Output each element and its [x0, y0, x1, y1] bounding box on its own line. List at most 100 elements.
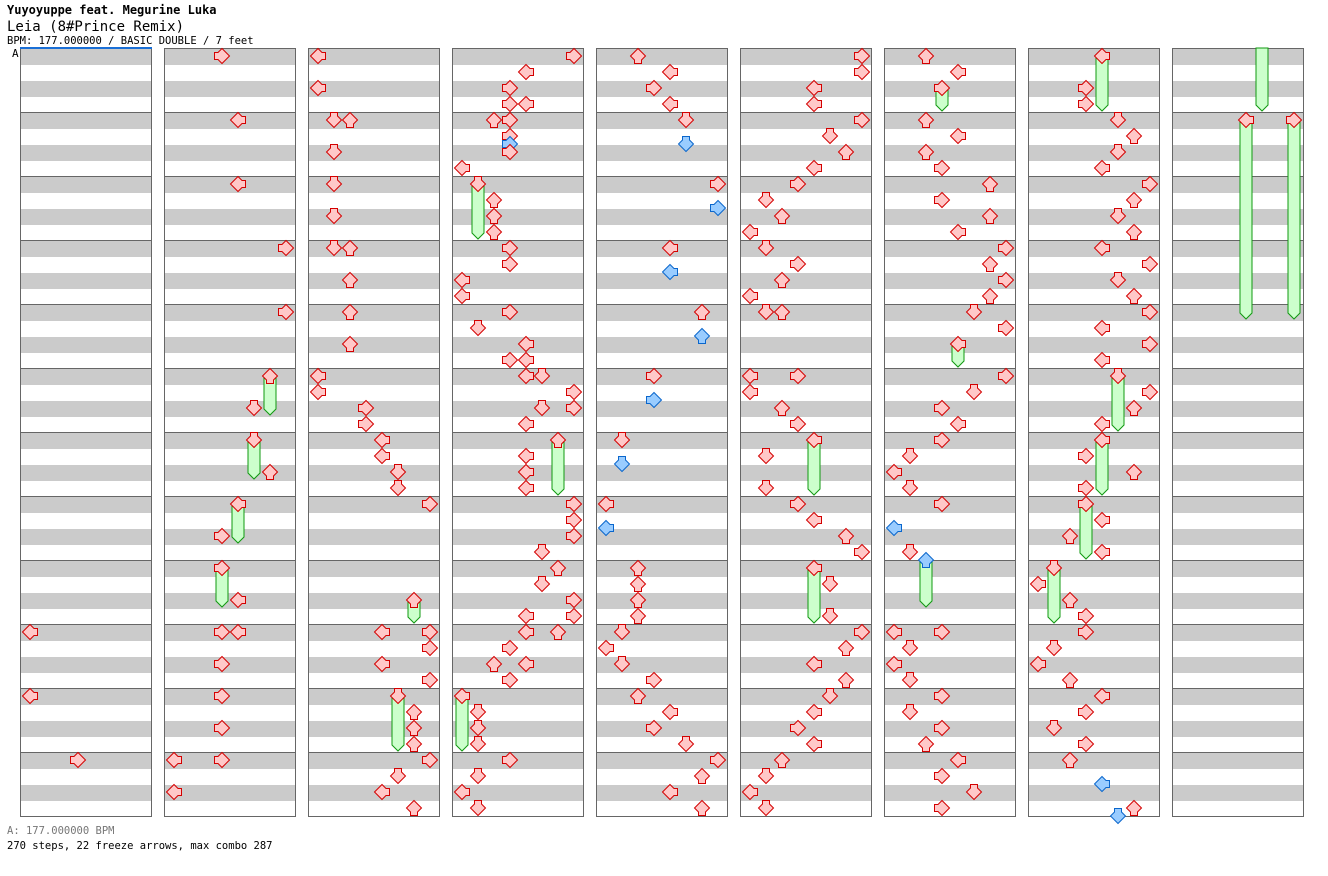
chart-info: BPM: 177.000000 / BASIC DOUBLE / 7 feet — [7, 35, 254, 47]
step-up-arrow-icon — [341, 271, 359, 288]
step-left-arrow-icon — [1093, 775, 1110, 793]
step-right-arrow-icon — [566, 383, 583, 401]
step-down-arrow-icon — [757, 800, 775, 817]
step-down-arrow-icon — [469, 768, 487, 785]
step-right-arrow-icon — [502, 79, 519, 97]
step-down-arrow-icon — [757, 480, 775, 497]
step-down-arrow-icon — [325, 176, 343, 193]
step-right-arrow-icon — [278, 303, 295, 321]
step-left-arrow-icon — [805, 95, 822, 113]
step-left-arrow-icon — [805, 79, 822, 97]
step-right-arrow-icon — [710, 199, 727, 217]
step-up-arrow-icon — [629, 687, 647, 704]
step-left-arrow-icon — [21, 623, 38, 641]
step-right-arrow-icon — [934, 799, 951, 817]
step-right-arrow-icon — [934, 495, 951, 513]
step-right-arrow-icon — [502, 95, 519, 113]
step-right-arrow-icon — [710, 175, 727, 193]
step-right-arrow-icon — [502, 351, 519, 369]
step-right-arrow-icon — [214, 47, 231, 65]
step-left-arrow-icon — [949, 415, 966, 433]
step-left-arrow-icon — [373, 447, 390, 465]
step-right-arrow-icon — [214, 527, 231, 545]
step-up-arrow-icon — [981, 255, 999, 272]
step-left-arrow-icon — [373, 655, 390, 673]
step-down-arrow-icon — [469, 704, 487, 721]
step-left-arrow-icon — [661, 263, 678, 281]
step-down-arrow-icon — [533, 544, 551, 561]
chart-stats: 270 steps, 22 freeze arrows, max combo 2… — [7, 840, 273, 852]
step-right-arrow-icon — [998, 319, 1015, 337]
step-right-arrow-icon — [1078, 735, 1095, 753]
step-left-arrow-icon — [517, 607, 534, 625]
step-left-arrow-icon — [453, 287, 470, 305]
freeze-head-down-arrow-icon — [1109, 368, 1127, 385]
freeze-arrow-body — [807, 439, 821, 496]
step-right-arrow-icon — [854, 63, 871, 81]
step-left-arrow-icon — [949, 63, 966, 81]
step-left-arrow-icon — [949, 223, 966, 241]
step-up-arrow-icon — [1125, 223, 1143, 240]
song-artist: Yuyoyuppe feat. Megurine Luka — [7, 3, 217, 17]
chart-column-3 — [308, 48, 440, 817]
chart-column-2 — [164, 48, 296, 817]
step-up-arrow-icon — [261, 463, 279, 480]
step-down-arrow-icon — [965, 784, 983, 801]
step-left-arrow-icon — [1029, 575, 1046, 593]
song-title: Leia (8#Prince Remix) — [7, 19, 185, 35]
step-down-arrow-icon — [389, 768, 407, 785]
freeze-head-left-arrow-icon — [1237, 111, 1254, 129]
step-right-arrow-icon — [710, 751, 727, 769]
step-down-arrow-icon — [469, 736, 487, 753]
step-left-arrow-icon — [949, 751, 966, 769]
step-up-arrow-icon — [981, 207, 999, 224]
step-left-arrow-icon — [1093, 319, 1110, 337]
step-up-arrow-icon — [917, 735, 935, 752]
freeze-head-left-arrow-icon — [805, 431, 822, 449]
freeze-head-left-arrow-icon — [805, 559, 822, 577]
step-up-arrow-icon — [405, 735, 423, 752]
freeze-arrow-body — [1095, 439, 1109, 496]
step-left-arrow-icon — [1093, 351, 1110, 369]
step-down-arrow-icon — [1109, 112, 1127, 129]
step-up-arrow-icon — [629, 591, 647, 608]
step-left-arrow-icon — [1093, 543, 1110, 561]
freeze-head-left-arrow-icon — [453, 687, 470, 705]
step-up-arrow-icon — [485, 191, 503, 208]
freeze-head-up-arrow-icon — [261, 367, 279, 384]
step-up-arrow-icon — [405, 719, 423, 736]
step-right-arrow-icon — [566, 495, 583, 513]
freeze-arrow-body — [1095, 55, 1109, 112]
step-down-arrow-icon — [965, 304, 983, 321]
step-up-arrow-icon — [837, 527, 855, 544]
step-right-arrow-icon — [790, 415, 807, 433]
chart-column-1 — [20, 48, 152, 817]
step-down-arrow-icon — [469, 320, 487, 337]
step-left-arrow-icon — [165, 783, 182, 801]
step-left-arrow-icon — [373, 431, 390, 449]
step-right-arrow-icon — [998, 367, 1015, 385]
step-left-arrow-icon — [741, 223, 758, 241]
step-right-arrow-icon — [278, 239, 295, 257]
step-left-arrow-icon — [517, 335, 534, 353]
step-left-arrow-icon — [661, 703, 678, 721]
step-down-arrow-icon — [677, 136, 695, 153]
freeze-arrow-body — [391, 695, 405, 752]
step-left-arrow-icon — [1029, 655, 1046, 673]
step-up-arrow-icon — [837, 671, 855, 688]
step-down-arrow-icon — [1045, 640, 1063, 657]
freeze-head-right-arrow-icon — [1078, 495, 1095, 513]
step-right-arrow-icon — [502, 255, 519, 273]
step-right-arrow-icon — [422, 495, 439, 513]
step-left-arrow-icon — [517, 415, 534, 433]
step-right-arrow-icon — [422, 671, 439, 689]
step-up-arrow-icon — [341, 239, 359, 256]
step-right-arrow-icon — [790, 495, 807, 513]
freeze-arrow-body — [471, 183, 485, 240]
step-down-arrow-icon — [901, 448, 919, 465]
step-right-arrow-icon — [422, 639, 439, 657]
step-left-arrow-icon — [517, 63, 534, 81]
step-right-arrow-icon — [854, 543, 871, 561]
step-right-arrow-icon — [214, 655, 231, 673]
step-left-arrow-icon — [597, 519, 614, 537]
